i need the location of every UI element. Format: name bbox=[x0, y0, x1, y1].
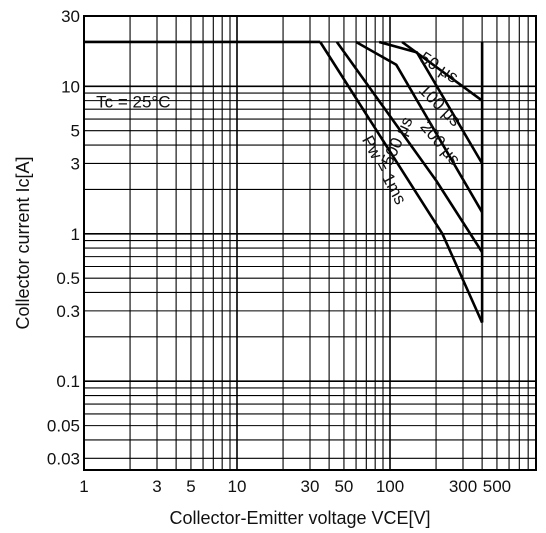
temperature-annotation: Tc = 25°C bbox=[96, 92, 170, 111]
curves bbox=[84, 40, 484, 324]
x-tick-label: 500 bbox=[483, 477, 511, 496]
y-tick-label: 0.1 bbox=[56, 372, 80, 391]
y-tick-label: 0.05 bbox=[47, 417, 80, 436]
x-tick-label: 1 bbox=[79, 477, 88, 496]
y-tick-label: 0.5 bbox=[56, 269, 80, 288]
curve-line bbox=[335, 41, 484, 253]
x-tick-label: 30 bbox=[301, 477, 320, 496]
y-tick-label: 10 bbox=[61, 77, 80, 96]
x-tick-label: 100 bbox=[376, 477, 404, 496]
y-tick-label: 1 bbox=[71, 225, 80, 244]
y-tick-label: 0.03 bbox=[47, 449, 80, 468]
plot-frame bbox=[83, 15, 537, 471]
x-tick-label: 5 bbox=[186, 477, 195, 496]
y-tick-label: 0.3 bbox=[56, 302, 80, 321]
curve-line bbox=[319, 41, 484, 324]
grid bbox=[84, 16, 536, 470]
x-tick-label: 3 bbox=[152, 477, 161, 496]
y-tick-label: 3 bbox=[71, 154, 80, 173]
y-tick-label: 30 bbox=[61, 7, 80, 26]
x-axis-title: Collector-Emitter voltage VCE[V] bbox=[169, 508, 430, 528]
y-tick-label: 5 bbox=[71, 122, 80, 141]
x-tick-label: 300 bbox=[449, 477, 477, 496]
curve-line bbox=[355, 40, 484, 213]
curve-line bbox=[378, 40, 484, 165]
y-axis-title: Collector current Ic[A] bbox=[13, 156, 33, 329]
x-tick-label: 50 bbox=[334, 477, 353, 496]
x-tick-label: 10 bbox=[228, 477, 247, 496]
